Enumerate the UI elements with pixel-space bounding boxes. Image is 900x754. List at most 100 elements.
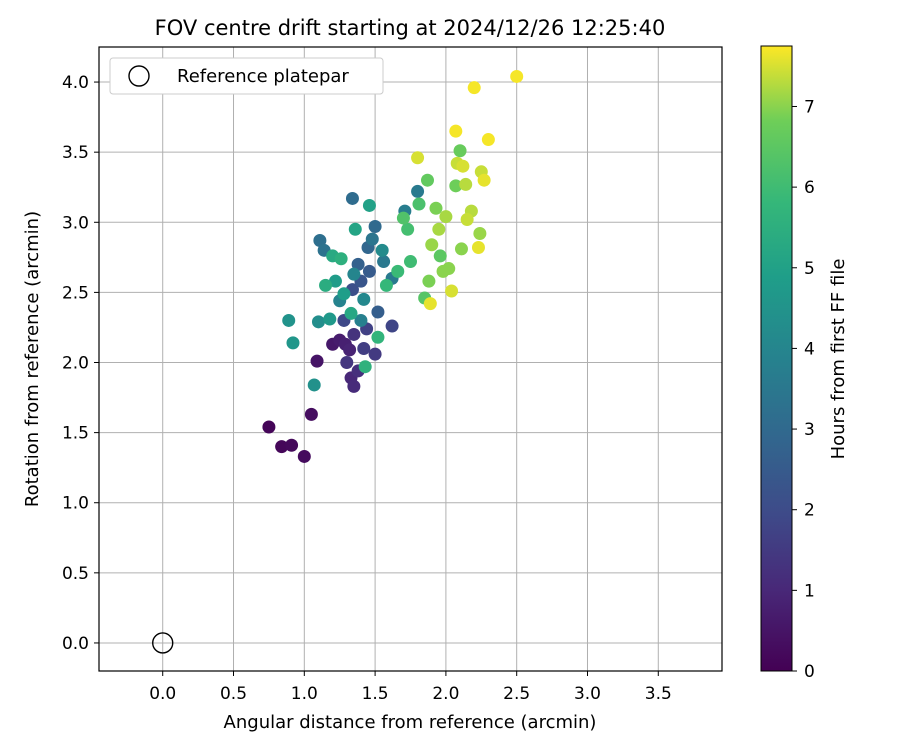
data-point <box>340 356 354 370</box>
y-tick-label: 3.5 <box>62 143 89 163</box>
data-point <box>344 306 358 320</box>
data-point <box>385 319 399 333</box>
data-point <box>347 267 361 281</box>
x-tick-label: 3.0 <box>574 684 601 704</box>
data-point <box>425 238 439 252</box>
data-point <box>307 378 321 392</box>
y-axis-ticks: 0.0 0.5 1.0 1.5 2.0 2.5 3.0 3.5 4.0 <box>62 73 99 654</box>
data-point <box>423 297 437 311</box>
colorbar-tick-label: 2 <box>804 501 815 521</box>
data-point <box>357 292 371 306</box>
plot-area <box>99 47 722 671</box>
data-point <box>347 327 361 341</box>
y-tick-label: 3.0 <box>62 213 89 233</box>
colorbar-label: Hours from first FF file <box>828 259 849 460</box>
data-point <box>411 151 425 165</box>
data-point <box>348 222 362 236</box>
x-tick-label: 3.5 <box>645 684 672 704</box>
data-point <box>391 264 405 278</box>
data-point <box>351 257 365 271</box>
data-point <box>286 336 300 350</box>
data-point <box>481 133 495 147</box>
grid <box>99 47 722 671</box>
data-point <box>345 191 359 205</box>
data-point <box>343 343 357 357</box>
data-point <box>436 264 450 278</box>
data-point <box>432 222 446 236</box>
data-point <box>323 312 337 326</box>
x-axis-ticks: 0.0 0.5 1.0 1.5 2.0 2.5 3.0 3.5 <box>149 671 672 704</box>
y-tick-label: 0.0 <box>62 634 89 654</box>
data-point <box>379 278 393 292</box>
data-point <box>453 144 467 158</box>
colorbar-tick-label: 5 <box>804 259 815 279</box>
data-point <box>354 313 368 327</box>
reference-point-marker <box>152 632 174 654</box>
data-point <box>459 177 473 191</box>
scatter-points <box>262 69 524 463</box>
colorbar-tick-label: 7 <box>804 97 815 117</box>
data-point <box>368 219 382 233</box>
data-point <box>304 407 318 421</box>
data-point <box>467 81 481 95</box>
data-point <box>328 274 342 288</box>
colorbar: 0 1 2 3 4 5 6 7 Hours from first FF file <box>760 45 849 682</box>
plot-frame <box>98 46 723 672</box>
data-point <box>282 313 296 327</box>
data-point <box>297 449 311 463</box>
x-tick-label: 0.0 <box>149 684 176 704</box>
y-tick-label: 1.0 <box>62 494 89 514</box>
data-point <box>404 255 417 269</box>
x-tick-label: 2.0 <box>432 684 459 704</box>
colorbar-tick-label: 4 <box>804 339 815 359</box>
data-point <box>510 69 524 83</box>
data-point <box>371 305 385 319</box>
data-point <box>365 232 379 246</box>
y-tick-label: 0.5 <box>62 564 89 584</box>
data-point <box>449 124 463 138</box>
x-tick-label: 1.5 <box>362 684 389 704</box>
data-point <box>422 274 436 288</box>
y-tick-label: 2.5 <box>62 283 89 303</box>
data-point <box>401 222 415 236</box>
y-tick-label: 4.0 <box>62 73 89 93</box>
data-point <box>460 212 474 226</box>
data-point <box>471 241 485 255</box>
data-point <box>420 173 434 187</box>
data-point <box>412 197 426 211</box>
legend: Reference platepar <box>109 57 384 95</box>
data-point <box>362 264 376 278</box>
data-point <box>334 252 348 266</box>
legend-box <box>109 57 384 95</box>
data-point <box>313 234 327 248</box>
data-point <box>357 341 371 355</box>
data-point <box>473 226 487 240</box>
colorbar-tick-label: 6 <box>804 178 815 198</box>
data-point <box>377 255 391 269</box>
colorbar-gradient <box>760 45 793 672</box>
data-point <box>311 315 325 329</box>
chart-title: FOV centre drift starting at 2024/12/26 … <box>155 16 666 40</box>
data-point <box>362 198 376 212</box>
data-point <box>275 440 289 454</box>
y-tick-label: 1.5 <box>62 424 89 444</box>
data-point <box>375 243 389 257</box>
data-point <box>371 330 385 344</box>
data-point <box>262 420 276 434</box>
x-axis-label: Angular distance from reference (arcmin) <box>224 712 597 733</box>
data-point <box>433 249 447 263</box>
data-point <box>439 210 453 224</box>
data-point <box>347 379 361 393</box>
legend-marker-icon <box>128 65 150 87</box>
x-tick-label: 2.5 <box>503 684 530 704</box>
data-point <box>337 287 351 301</box>
colorbar-tick-label: 3 <box>804 420 815 440</box>
data-point <box>429 201 443 215</box>
data-point <box>285 438 299 452</box>
x-tick-label: 0.5 <box>220 684 247 704</box>
data-point <box>449 179 463 193</box>
data-point <box>358 360 372 374</box>
data-point <box>319 278 333 292</box>
colorbar-tick-label: 0 <box>804 662 815 682</box>
